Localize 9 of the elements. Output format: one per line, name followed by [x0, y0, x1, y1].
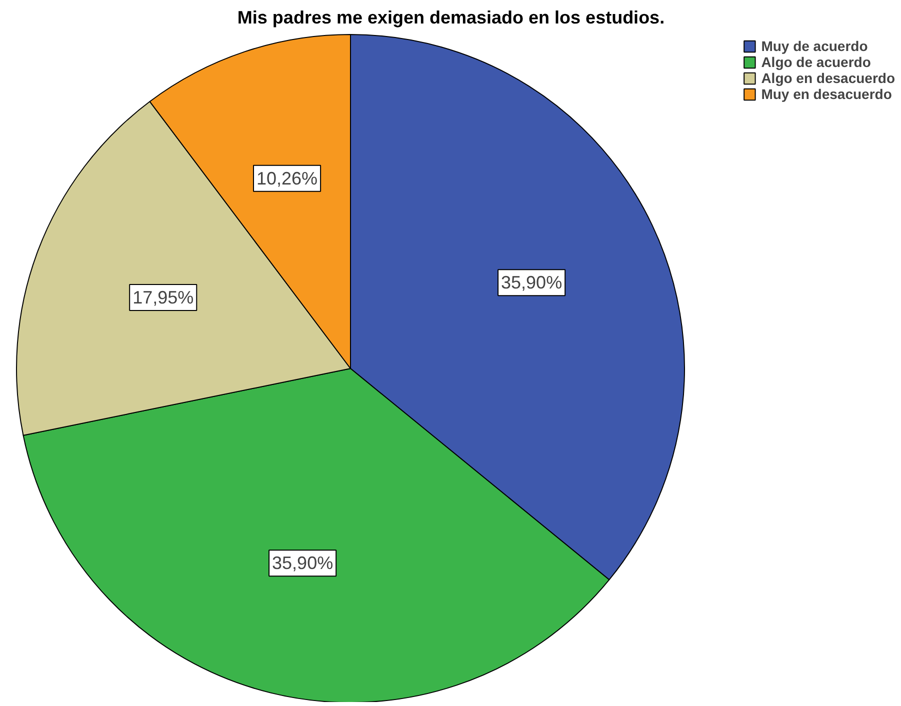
chart-title: Mis padres me exigen demasiado en los estudios.	[237, 8, 665, 28]
data-label: 35,90%	[272, 553, 334, 574]
data-label: 17,95%	[132, 287, 194, 308]
data-label: 10,26%	[256, 168, 318, 188]
legend-label: Muy en desacuerdo	[761, 86, 892, 102]
legend-label: Muy de acuerdo	[761, 38, 868, 54]
data-label: 35,90%	[501, 272, 562, 293]
legend-label: Algo de acuerdo	[761, 54, 871, 70]
legend-label: Algo en desacuerdo	[761, 70, 895, 86]
